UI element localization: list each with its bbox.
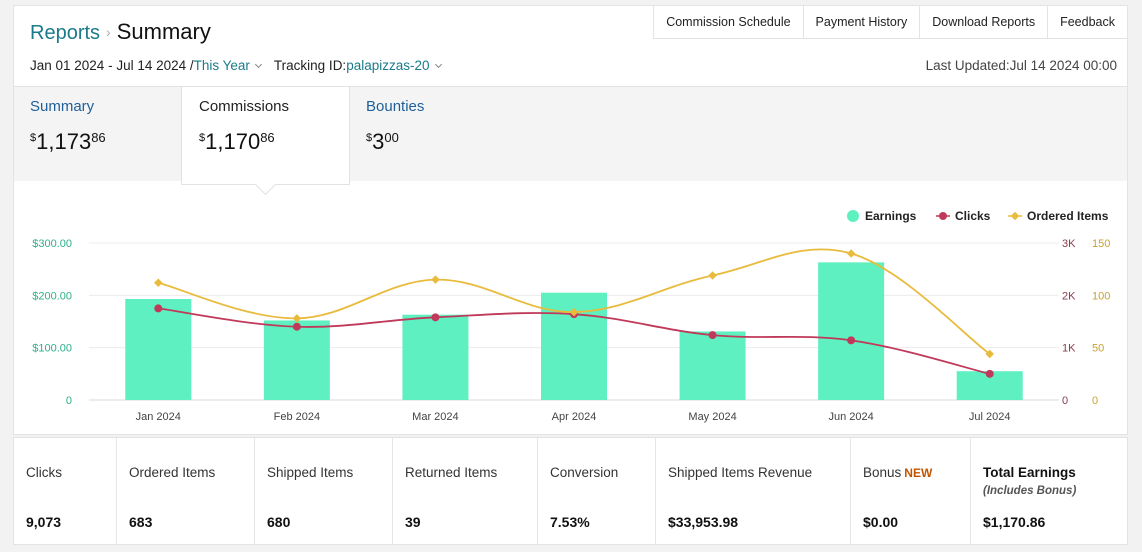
y-right-clicks-tick-label: 3K [1062, 238, 1076, 250]
x-tick-label: Jan 2024 [136, 411, 181, 423]
point-ordered-items [154, 278, 163, 288]
kpi-label: Summary [30, 98, 95, 115]
feedback-tab[interactable]: Feedback [1047, 6, 1127, 39]
y-right-items-tick-label: 150 [1092, 238, 1110, 250]
point-clicks [985, 369, 994, 378]
y-right-clicks-tick-label: 2K [1062, 290, 1076, 302]
stat-value: 7.53% [550, 514, 590, 530]
legend-label-earnings: Earnings [865, 209, 917, 223]
kpi-amount: $1,17086 [199, 129, 275, 154]
x-tick-label: Jul 2024 [969, 411, 1011, 423]
last-updated-text: Last Updated:Jul 14 2024 00:00 [925, 58, 1117, 73]
y-left-tick-label: $100.00 [32, 343, 72, 355]
stats-bar: Clicks 9,073 Ordered Items 683 Shipped I… [13, 437, 1128, 545]
y-right-clicks-tick-label: 0 [1062, 395, 1068, 407]
point-ordered-items [846, 249, 856, 258]
breadcrumb-reports-link[interactable]: Reports [30, 22, 101, 44]
chevron-down-icon[interactable] [434, 60, 442, 68]
stat-name: Clicks [26, 465, 62, 480]
stat-name: Ordered Items [129, 465, 216, 480]
kpi-amount: $300 [366, 129, 399, 154]
legend-marker-earnings [847, 210, 859, 222]
point-clicks [847, 336, 856, 345]
date-range-text: Jan 01 2024 - Jul 14 2024 / [30, 58, 194, 73]
stat-name: Conversion [550, 465, 619, 480]
stat-bonus: Bonus NEW $0.00 [851, 438, 971, 544]
kpi-tabs: Summary $1,17386 Commissions $1,17086 Bo… [13, 87, 1128, 185]
stat-name: Shipped Items [267, 465, 354, 480]
y-right-clicks-tick-label: 1K [1062, 343, 1076, 355]
report-header: Reports › Summary Commission Schedule Paym… [13, 5, 1128, 87]
stat-name: Total Earnings [983, 465, 1076, 480]
y-right-items-tick-label: 100 [1092, 290, 1110, 302]
bar-earnings [263, 320, 330, 400]
stat-shipped-items-revenue: Shipped Items Revenue $33,953.98 [656, 438, 851, 544]
tracking-id-label: Tracking ID: [273, 58, 347, 73]
stat-clicks: Clicks 9,073 [14, 438, 117, 544]
top-tabs: Commission Schedule Payment History Down… [653, 6, 1127, 39]
x-tick-label: Jun 2024 [829, 411, 874, 423]
point-clicks [708, 331, 717, 340]
legend-marker-clicks [939, 212, 947, 220]
stat-name: Returned Items [405, 465, 498, 480]
tracking-id-dropdown[interactable]: palapizzas-20 [346, 58, 430, 73]
x-tick-label: Mar 2024 [412, 411, 458, 423]
stat-subtitle: (Includes Bonus) [983, 485, 1077, 497]
filters-bar: Jan 01 2024 - Jul 14 2024 / This Year Tr… [30, 58, 451, 73]
x-tick-label: Feb 2024 [274, 411, 320, 423]
legend-label-ordered-items: Ordered Items [1027, 209, 1109, 223]
stat-ordered-items: Ordered Items 683 [117, 438, 255, 544]
x-tick-label: May 2024 [688, 411, 736, 423]
stat-total-earnings: Total Earnings (Includes Bonus) $1,170.8… [971, 438, 1127, 544]
stat-shipped-items: Shipped Items 680 [255, 438, 393, 544]
earnings-chart: 0 0 0 $100.00 1K 50 $200.00 2K 100 $300.00 3K 150 Ja… [32, 209, 1110, 423]
period-dropdown[interactable]: This Year [193, 58, 250, 73]
stat-value: $0.00 [863, 514, 899, 530]
legend-marker-ordered-items [1010, 211, 1020, 221]
kpi-amount: $1,17386 [30, 129, 106, 154]
bar-earnings [679, 331, 746, 400]
kpi-commissions-tab[interactable]: Commissions $1,17086 [181, 87, 350, 185]
bar-earnings [125, 298, 192, 400]
point-clicks [154, 304, 163, 313]
x-tick-label: Apr 2024 [552, 411, 597, 423]
chevron-down-icon[interactable] [254, 60, 262, 68]
stat-name: Shipped Items Revenue [668, 465, 813, 480]
y-right-items-tick-label: 0 [1092, 395, 1098, 407]
chart-panel: 0 0 0 $100.00 1K 50 $200.00 2K 100 $300.00 3K 150 Ja… [13, 181, 1128, 435]
bar-earnings [402, 314, 469, 400]
point-clicks [292, 322, 301, 331]
y-left-tick-label: $200.00 [32, 290, 72, 302]
stat-conversion: Conversion 7.53% [538, 438, 656, 544]
stat-value: 680 [267, 514, 291, 530]
stat-value: $1,170.86 [983, 514, 1046, 530]
y-right-items-tick-label: 50 [1092, 343, 1104, 355]
stat-value: 39 [405, 514, 421, 530]
kpi-bounties-tab[interactable]: Bounties $300 [366, 87, 424, 155]
point-ordered-items [708, 271, 717, 280]
legend-label-clicks: Clicks [955, 209, 991, 223]
breadcrumb-chevron-icon: › [106, 24, 111, 40]
kpi-label: Commissions [199, 98, 290, 115]
stat-name: Bonus NEW [863, 465, 933, 480]
stat-value: 9,073 [26, 514, 62, 530]
point-clicks [431, 313, 440, 322]
page-title: Summary [116, 19, 211, 44]
stat-returned-items: Returned Items 39 [393, 438, 538, 544]
kpi-label: Bounties [366, 98, 425, 115]
download-reports-tab[interactable]: Download Reports [919, 6, 1048, 39]
commission-schedule-tab[interactable]: Commission Schedule [653, 6, 803, 39]
stat-value: 683 [129, 514, 153, 530]
point-ordered-items [292, 314, 302, 323]
y-left-tick-label: 0 [66, 395, 72, 407]
kpi-summary-tab[interactable]: Summary $1,17386 [30, 87, 106, 155]
stat-value: $33,953.98 [668, 514, 739, 530]
bar-earnings [818, 262, 885, 400]
payment-history-tab[interactable]: Payment History [802, 6, 920, 39]
point-ordered-items [431, 275, 440, 284]
new-badge: NEW [904, 466, 933, 480]
breadcrumb: Reports › Summary [30, 19, 211, 45]
y-left-tick-label: $300.00 [32, 238, 72, 250]
